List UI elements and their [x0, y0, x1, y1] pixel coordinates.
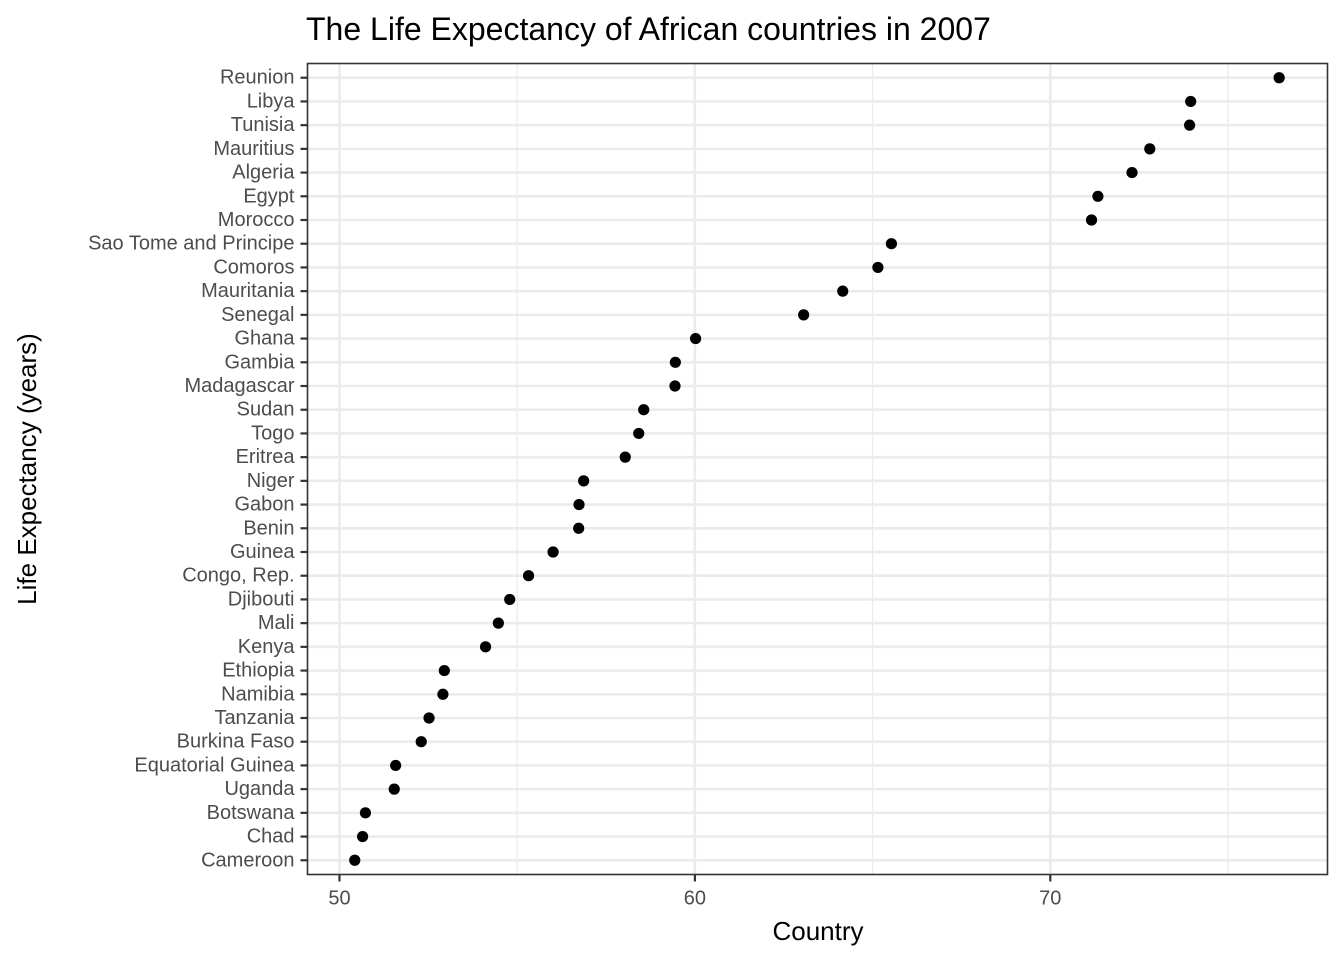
y-tick-label: Congo, Rep. — [182, 565, 294, 587]
y-tick-label: Senegal — [221, 304, 294, 326]
y-tick-label: Botswana — [207, 802, 296, 824]
y-tick-label: Madagascar — [184, 375, 294, 397]
x-axis-title: Country — [772, 916, 863, 946]
y-tick-label: Kenya — [238, 636, 296, 658]
y-tick-label: Namibia — [221, 683, 295, 705]
y-tick-label: Equatorial Guinea — [134, 754, 295, 776]
y-tick-label: Eritrea — [236, 446, 296, 468]
y-tick-label: Algeria — [232, 162, 295, 184]
data-point — [638, 404, 650, 416]
data-point — [356, 830, 369, 843]
data-point — [837, 285, 849, 297]
x-tick-label: 60 — [684, 888, 706, 910]
data-point — [633, 427, 645, 440]
y-tick-label: Benin — [243, 517, 294, 539]
data-point — [349, 854, 361, 866]
data-point — [885, 238, 898, 250]
data-point — [619, 451, 631, 463]
x-tick-label: 50 — [328, 888, 350, 910]
y-tick-label: Burkina Faso — [177, 731, 295, 753]
data-point — [872, 261, 884, 274]
panel-border — [306, 62, 1329, 876]
y-tick-label: Togo — [251, 422, 294, 444]
y-tick-label: Egypt — [243, 185, 295, 207]
data-point — [1144, 143, 1156, 155]
y-tick-label: Djibouti — [228, 588, 295, 610]
data-point — [438, 664, 450, 677]
data-point — [1273, 72, 1285, 84]
data-point — [390, 759, 402, 772]
y-tick-label: Mali — [258, 612, 295, 634]
grid-layer — [307, 63, 1328, 875]
data-point — [359, 807, 372, 819]
data-point — [1092, 190, 1104, 202]
data-point — [669, 356, 681, 368]
points-layer — [349, 72, 1285, 866]
data-point — [1126, 166, 1138, 179]
y-tick-label: Tunisia — [231, 114, 296, 136]
data-point — [1185, 95, 1197, 108]
chart-title: The Life Expectancy of African countries… — [306, 11, 991, 47]
y-tick-label: Mauritius — [213, 138, 294, 160]
data-point — [415, 736, 427, 748]
y-tick-label: Sudan — [237, 399, 295, 421]
data-point — [492, 617, 504, 629]
y-tick-label: Niger — [247, 470, 295, 492]
y-tick-label: Comoros — [213, 256, 294, 278]
data-point — [1085, 214, 1098, 226]
data-point — [669, 380, 681, 392]
data-point — [578, 475, 590, 487]
y-tick-label: Morocco — [218, 209, 295, 231]
y-tick-label: Libya — [247, 90, 296, 112]
x-tick-label: 70 — [1039, 888, 1061, 910]
data-point — [479, 641, 492, 653]
data-point — [423, 712, 435, 724]
data-point — [1184, 119, 1196, 131]
data-point — [504, 593, 516, 606]
y-tick-label: Gambia — [224, 351, 295, 373]
x-axis: 50 60 70 — [328, 874, 1061, 910]
data-point — [573, 522, 585, 534]
data-point — [547, 546, 559, 558]
y-tick-label: Gabon — [234, 494, 294, 516]
y-tick-label: Reunion — [220, 67, 295, 89]
y-tick-label: Ghana — [234, 328, 295, 350]
data-point — [388, 783, 400, 795]
y-tick-label: Cameroon — [201, 849, 294, 871]
data-point — [437, 688, 449, 700]
y-tick-label: Ethiopia — [222, 660, 295, 682]
y-tick-label: Tanzania — [214, 707, 295, 729]
data-point — [689, 332, 702, 345]
y-tick-label: Mauritania — [201, 280, 295, 302]
y-tick-label: Chad — [247, 826, 295, 848]
y-tick-label: Guinea — [230, 541, 295, 563]
y-tick-label: Uganda — [224, 778, 295, 800]
y-axis-title: Life Expectancy (years) — [12, 333, 42, 605]
data-point — [798, 309, 810, 321]
y-tick-label: Sao Tome and Principe — [88, 233, 294, 255]
data-point — [573, 498, 585, 511]
data-point — [522, 570, 535, 582]
